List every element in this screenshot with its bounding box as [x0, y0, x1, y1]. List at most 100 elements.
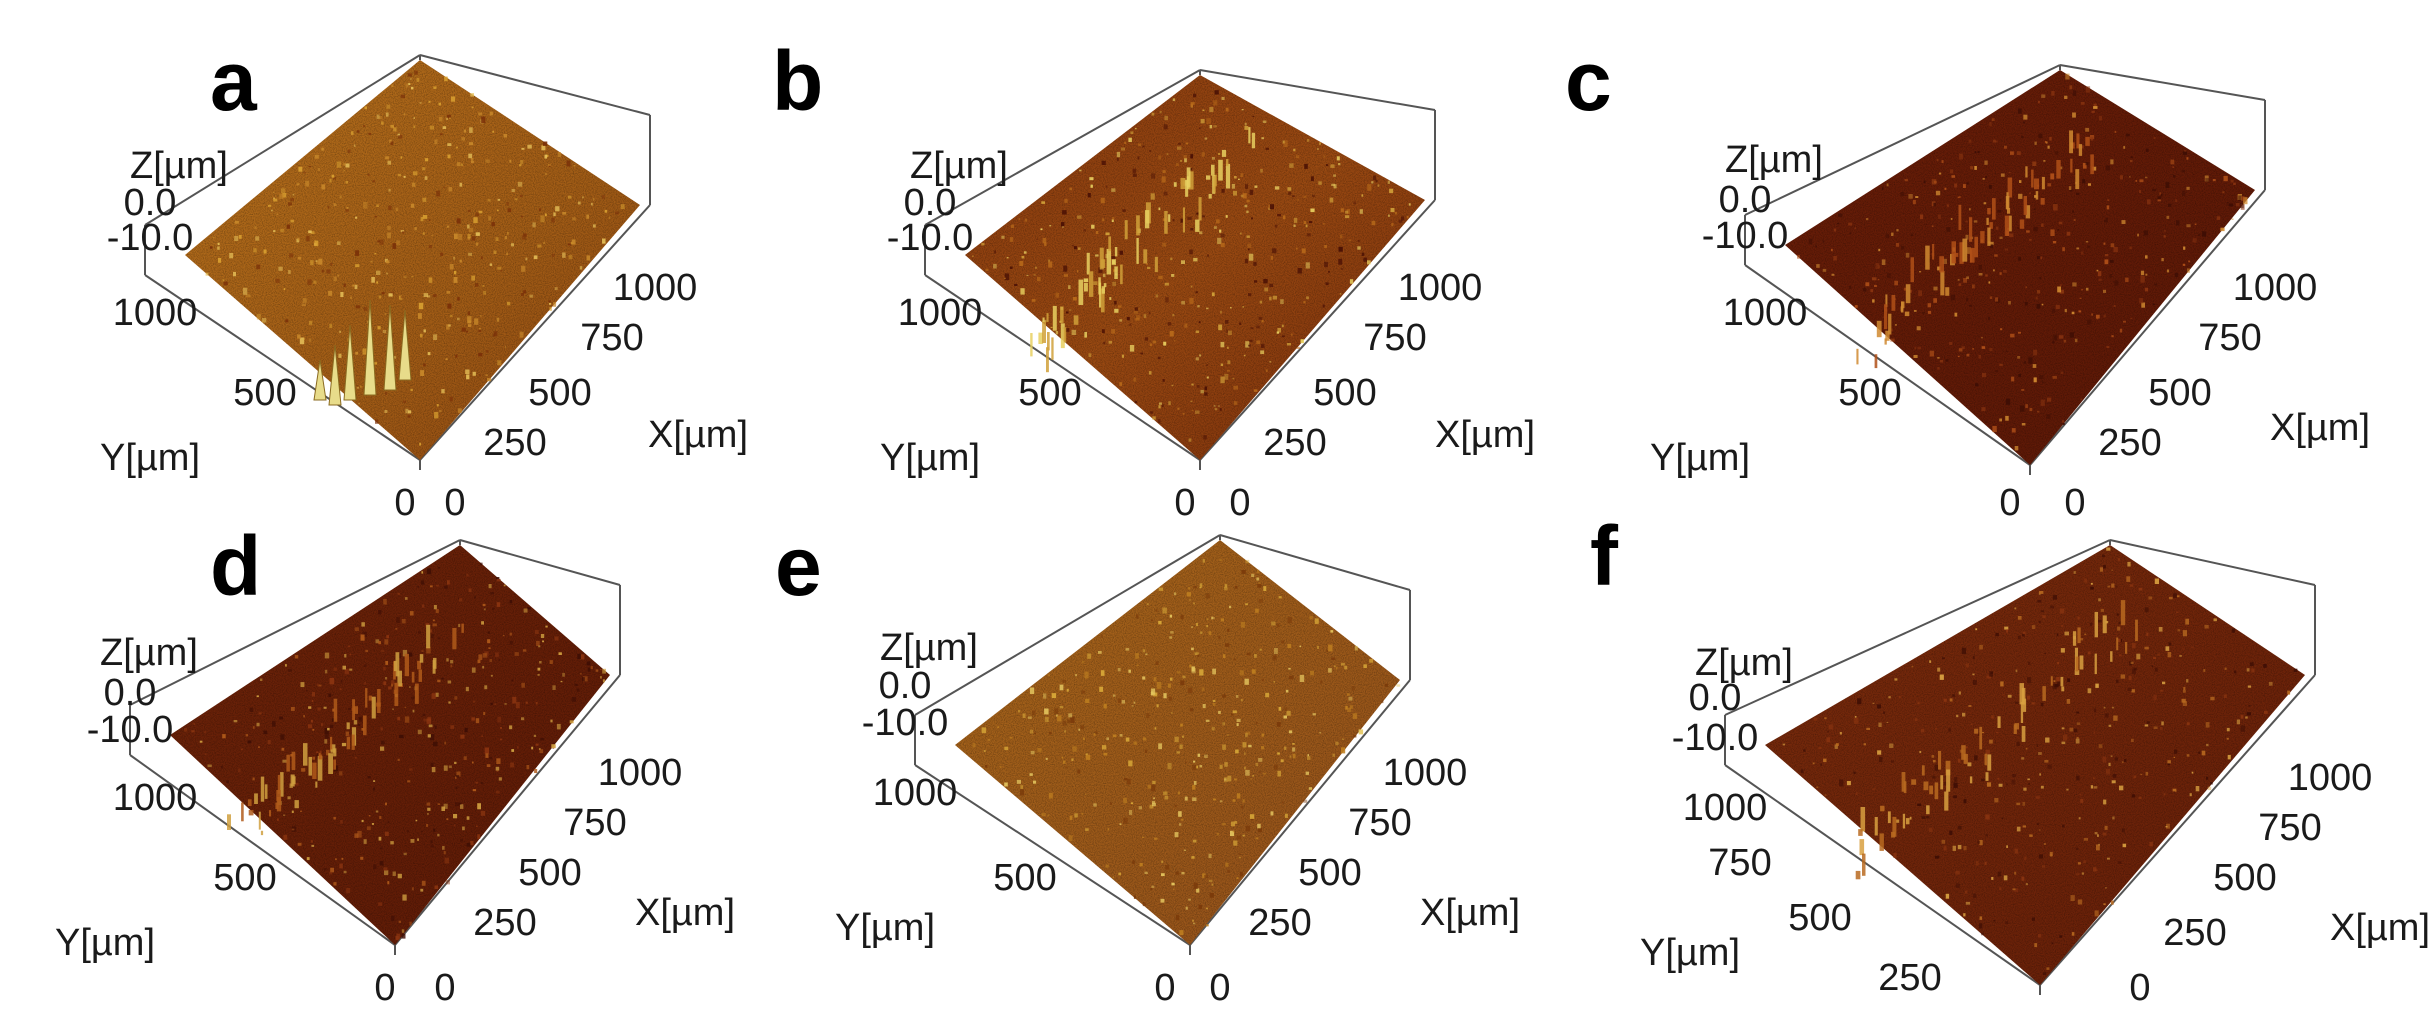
surface-speckle — [538, 748, 541, 750]
surface-peak — [2076, 133, 2080, 149]
surface-speckle — [1146, 713, 1150, 718]
surface-speckle — [1129, 345, 1135, 352]
surface-speckle — [453, 814, 458, 819]
surface-speckle — [483, 712, 486, 716]
surface-speckle — [1338, 258, 1343, 265]
surface-speckle — [555, 206, 560, 212]
surface-speckle — [475, 781, 478, 784]
surface-speckle — [1157, 419, 1161, 424]
surface-speckle — [577, 201, 581, 205]
surface-speckle — [290, 219, 294, 223]
x-axis-tick-label: 750 — [2258, 807, 2321, 849]
surface-speckle — [1921, 729, 1925, 733]
surface-speckle — [1226, 369, 1230, 372]
surface-speckle — [2154, 578, 2159, 584]
surface-speckle — [2118, 638, 2121, 643]
surface-speckle — [1135, 614, 1139, 619]
surface-speckle — [308, 724, 312, 729]
surface-speckle — [407, 415, 411, 418]
surface-speckle — [2144, 646, 2149, 650]
surface-speckle — [1244, 752, 1246, 755]
surface-speckle — [395, 936, 399, 941]
surface-speckle — [433, 741, 438, 747]
surface-speckle — [2096, 314, 2100, 319]
surface-speckle — [1257, 823, 1261, 829]
surface-speckle — [2182, 630, 2187, 637]
surface-speckle — [1222, 694, 1227, 698]
surface-speckle — [355, 305, 361, 309]
surface-speckle — [1029, 729, 1034, 734]
y-axis-tick-label: 1000 — [1683, 787, 1768, 829]
surface-speckle — [1909, 816, 1912, 820]
surface-speckle — [1996, 731, 1999, 734]
surface-speckle — [444, 76, 448, 82]
surface-speckle — [1227, 346, 1229, 349]
surface-speckle — [2014, 871, 2017, 875]
surface-speckle — [1839, 779, 1844, 787]
box-edge — [924, 274, 1201, 461]
surface-speckle — [1330, 164, 1335, 168]
surface-speckle — [1031, 299, 1036, 302]
surface-speckle — [1988, 185, 1992, 189]
surface-peak — [2020, 702, 2024, 723]
surface-speckle — [433, 86, 437, 89]
surface-speckle — [355, 216, 358, 219]
surface-speckle — [487, 631, 490, 634]
surface-speckle — [315, 260, 318, 262]
surface-speckle — [1198, 321, 1201, 324]
surface-speckle — [1162, 379, 1165, 382]
surface-speckle — [2118, 654, 2122, 657]
surface-speckle — [408, 410, 412, 414]
surface-speckle — [2110, 755, 2113, 757]
surface-speckle — [391, 683, 394, 687]
surface-speckle — [595, 669, 599, 672]
surface-speckle — [2129, 246, 2132, 250]
surface-speckle — [519, 331, 524, 338]
surface-speckle — [1111, 219, 1114, 222]
surface-speckle — [2066, 231, 2071, 236]
surface-speckle — [2034, 141, 2037, 145]
surface-speckle — [1211, 616, 1215, 620]
surface-speckle — [436, 190, 441, 197]
surface-speckle — [1978, 273, 1983, 276]
surface-speckle — [1189, 708, 1193, 712]
surface-peak — [1940, 775, 1944, 790]
surface-speckle — [421, 571, 424, 574]
surface-speckle — [1340, 662, 1345, 666]
surface-speckle — [222, 279, 225, 282]
surface-speckle — [510, 762, 515, 768]
surface-speckle — [2042, 615, 2046, 619]
surface-speckle — [455, 786, 458, 789]
surface-peak — [303, 743, 308, 766]
surface-speckle — [1894, 678, 1898, 681]
surface-speckle — [1301, 248, 1306, 254]
surface-speckle — [1190, 285, 1193, 288]
surface-speckle — [1208, 676, 1210, 678]
surface-speckle — [469, 127, 473, 133]
surface-speckle — [2107, 857, 2110, 860]
surface-speckle — [365, 649, 368, 653]
surface-speckle — [1164, 282, 1169, 286]
surface-speckle — [2009, 233, 2014, 238]
surface-speckle — [2236, 203, 2240, 207]
surface-speckle — [1943, 846, 1947, 851]
surface-peak — [1101, 288, 1105, 313]
surface-speckle — [2050, 605, 2055, 609]
surface-peak — [1047, 332, 1050, 351]
surface-speckle — [401, 933, 406, 939]
surface-speckle — [1018, 710, 1021, 713]
surface-speckle — [547, 164, 551, 167]
surface-speckle — [2147, 199, 2151, 205]
surface-speckle — [537, 674, 540, 676]
surface-peak — [330, 744, 336, 753]
surface-speckle — [2116, 679, 2119, 683]
surface-speckle — [487, 199, 491, 202]
surface-speckle — [1168, 696, 1172, 701]
surface-speckle — [1067, 719, 1070, 724]
surface-speckle — [981, 242, 985, 246]
surface-speckle — [1253, 261, 1257, 266]
surface-speckle — [466, 842, 471, 847]
surface-speckle — [1307, 139, 1310, 142]
surface-speckle — [1027, 716, 1032, 719]
surface-speckle — [2079, 297, 2082, 299]
